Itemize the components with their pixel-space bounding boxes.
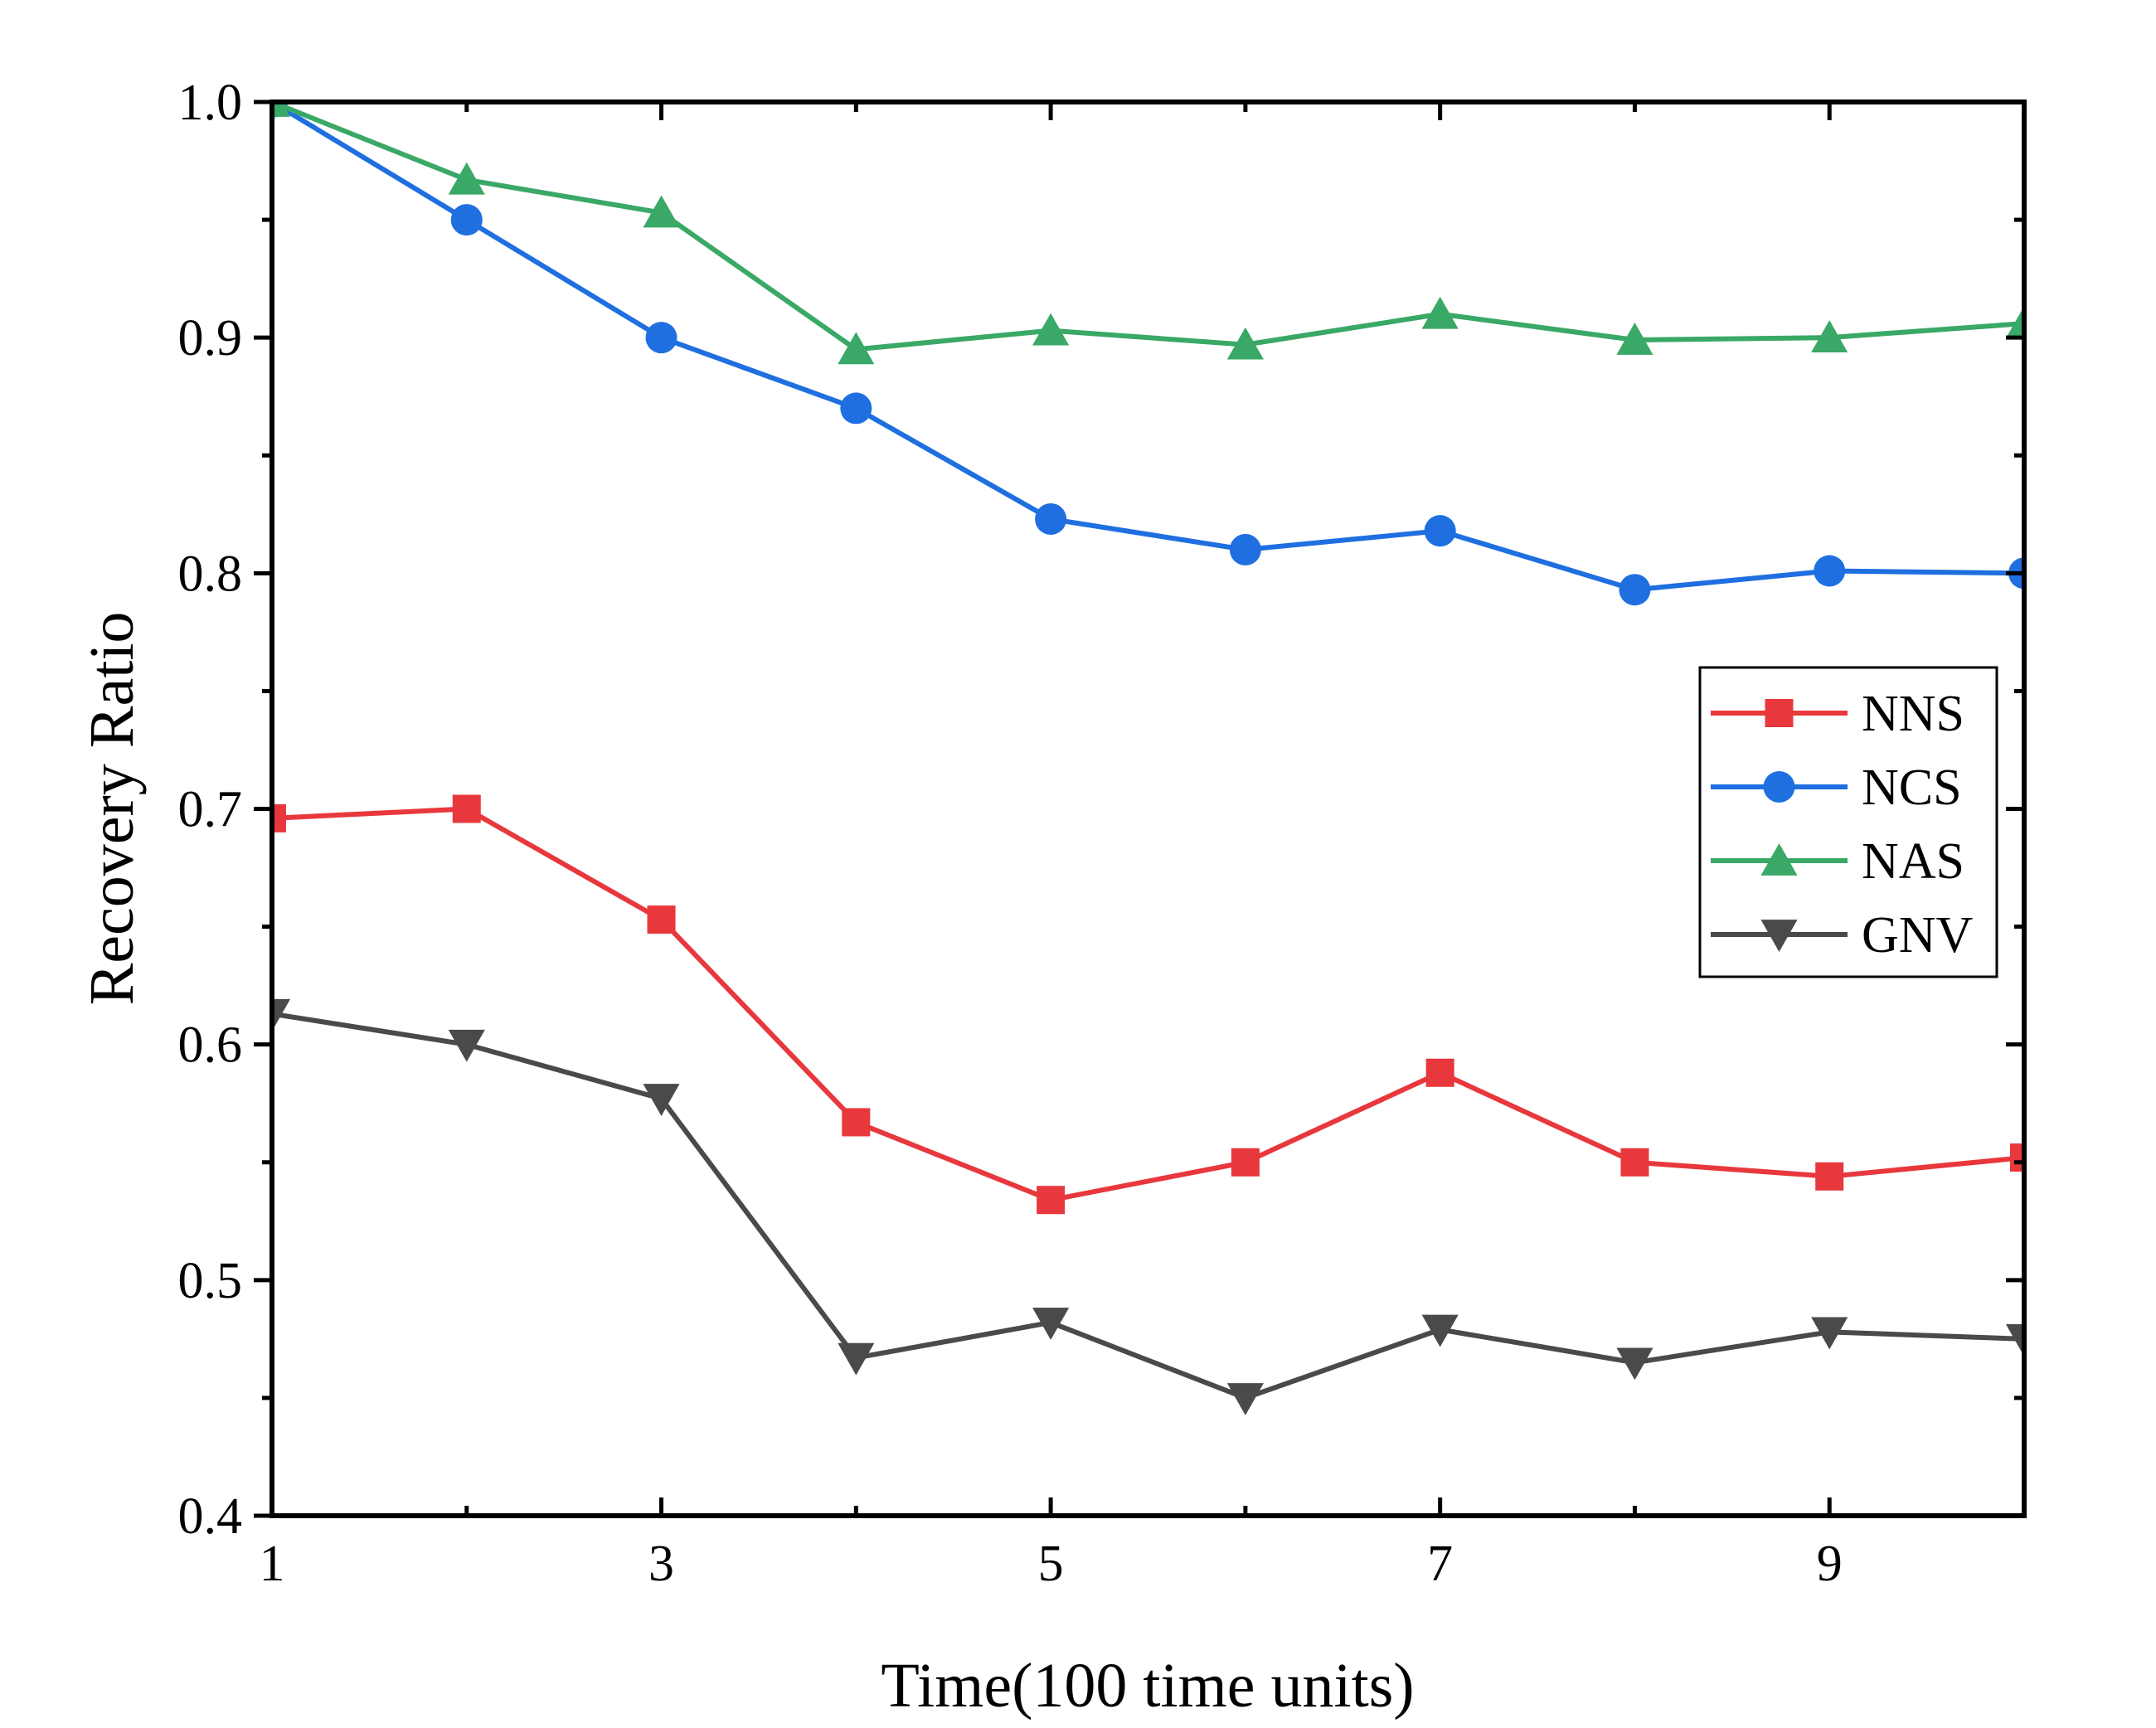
x-tick-label: 1 <box>260 1536 285 1592</box>
legend-marker-gnv <box>1760 920 1798 952</box>
data-point-nns <box>1425 1058 1454 1087</box>
data-point-nas <box>643 195 680 228</box>
data-point-gnv <box>1616 1347 1653 1381</box>
data-point-gnv <box>1032 1308 1070 1340</box>
series-line-nas <box>272 102 2024 352</box>
data-point-gnv <box>643 1084 680 1117</box>
data-point-nns <box>1231 1148 1260 1177</box>
legend-label-nns: NNS <box>1862 686 1964 742</box>
data-point-nns <box>1037 1186 1066 1215</box>
data-point-nns <box>647 905 676 934</box>
x-tick-label: 5 <box>1038 1536 1064 1592</box>
data-point-nns <box>272 803 286 832</box>
data-point-nns <box>1815 1162 1844 1191</box>
data-point-ncs <box>645 322 677 354</box>
data-point-gnv <box>2005 1324 2024 1357</box>
data-point-nns <box>452 794 481 823</box>
data-point-ncs <box>1814 555 1846 587</box>
data-point-gnv <box>1226 1383 1264 1415</box>
y-tick-label: 1.0 <box>178 75 243 131</box>
y-tick-label: 0.7 <box>178 782 243 838</box>
y-tick-label: 0.9 <box>178 310 243 366</box>
series-line-gnv <box>272 1011 2024 1400</box>
data-point-nas <box>1226 327 1264 360</box>
series-line-nns <box>272 806 2024 1203</box>
data-point-gnv <box>272 998 291 1031</box>
y-axis-title: Recovery Ratio <box>77 612 147 1006</box>
data-point-nas <box>838 332 875 365</box>
legend-marker-nas <box>1760 843 1798 876</box>
data-point-gnv <box>1421 1314 1459 1347</box>
data-point-nas <box>1421 296 1459 329</box>
axis-layer: 1 3 5 7 9 0.4 0.5 0.6 0.7 0.8 0.9 1.0 <box>178 75 2027 1592</box>
legend-marker-ncs <box>1763 771 1795 803</box>
data-point-gnv <box>838 1342 875 1376</box>
data-point-ncs <box>1229 533 1261 565</box>
x-tick-label: 7 <box>1427 1536 1453 1592</box>
y-tick-label: 0.6 <box>178 1017 243 1074</box>
data-point-nas <box>1811 320 1848 353</box>
series-layer <box>272 102 2024 1415</box>
x-tick-label: 3 <box>648 1536 674 1592</box>
data-point-nas <box>2005 306 2024 338</box>
y-tick-label: 0.8 <box>178 546 243 602</box>
legend: NNS NCS NAS GNV <box>1698 666 1998 978</box>
data-point-gnv <box>1811 1317 1848 1350</box>
x-tick-label: 9 <box>1817 1536 1843 1592</box>
data-point-nas <box>1032 313 1070 346</box>
legend-label-gnv: GNV <box>1862 907 1974 964</box>
legend-label-nas: NAS <box>1862 833 1964 890</box>
series-line-ncs <box>272 102 2024 593</box>
data-point-ncs <box>450 204 483 236</box>
data-point-ncs <box>1619 574 1651 606</box>
data-point-gnv <box>448 1029 485 1062</box>
y-tick-label: 0.4 <box>178 1488 243 1545</box>
data-point-nns <box>842 1108 871 1137</box>
x-axis-title: Time(100 time units) <box>881 1651 1414 1721</box>
data-point-ncs <box>1424 515 1456 547</box>
data-point-ncs <box>1035 502 1067 535</box>
legend-label-ncs: NCS <box>1862 760 1962 816</box>
data-point-nas <box>1616 323 1653 355</box>
data-point-nas <box>272 102 291 117</box>
legend-box <box>1698 666 1998 978</box>
y-tick-label: 0.5 <box>178 1253 243 1309</box>
data-point-nns <box>2010 1143 2024 1172</box>
legend-marker-nns <box>1765 699 1794 727</box>
data-point-ncs <box>840 392 872 425</box>
data-point-nas <box>448 162 485 195</box>
data-point-nns <box>1620 1148 1649 1177</box>
